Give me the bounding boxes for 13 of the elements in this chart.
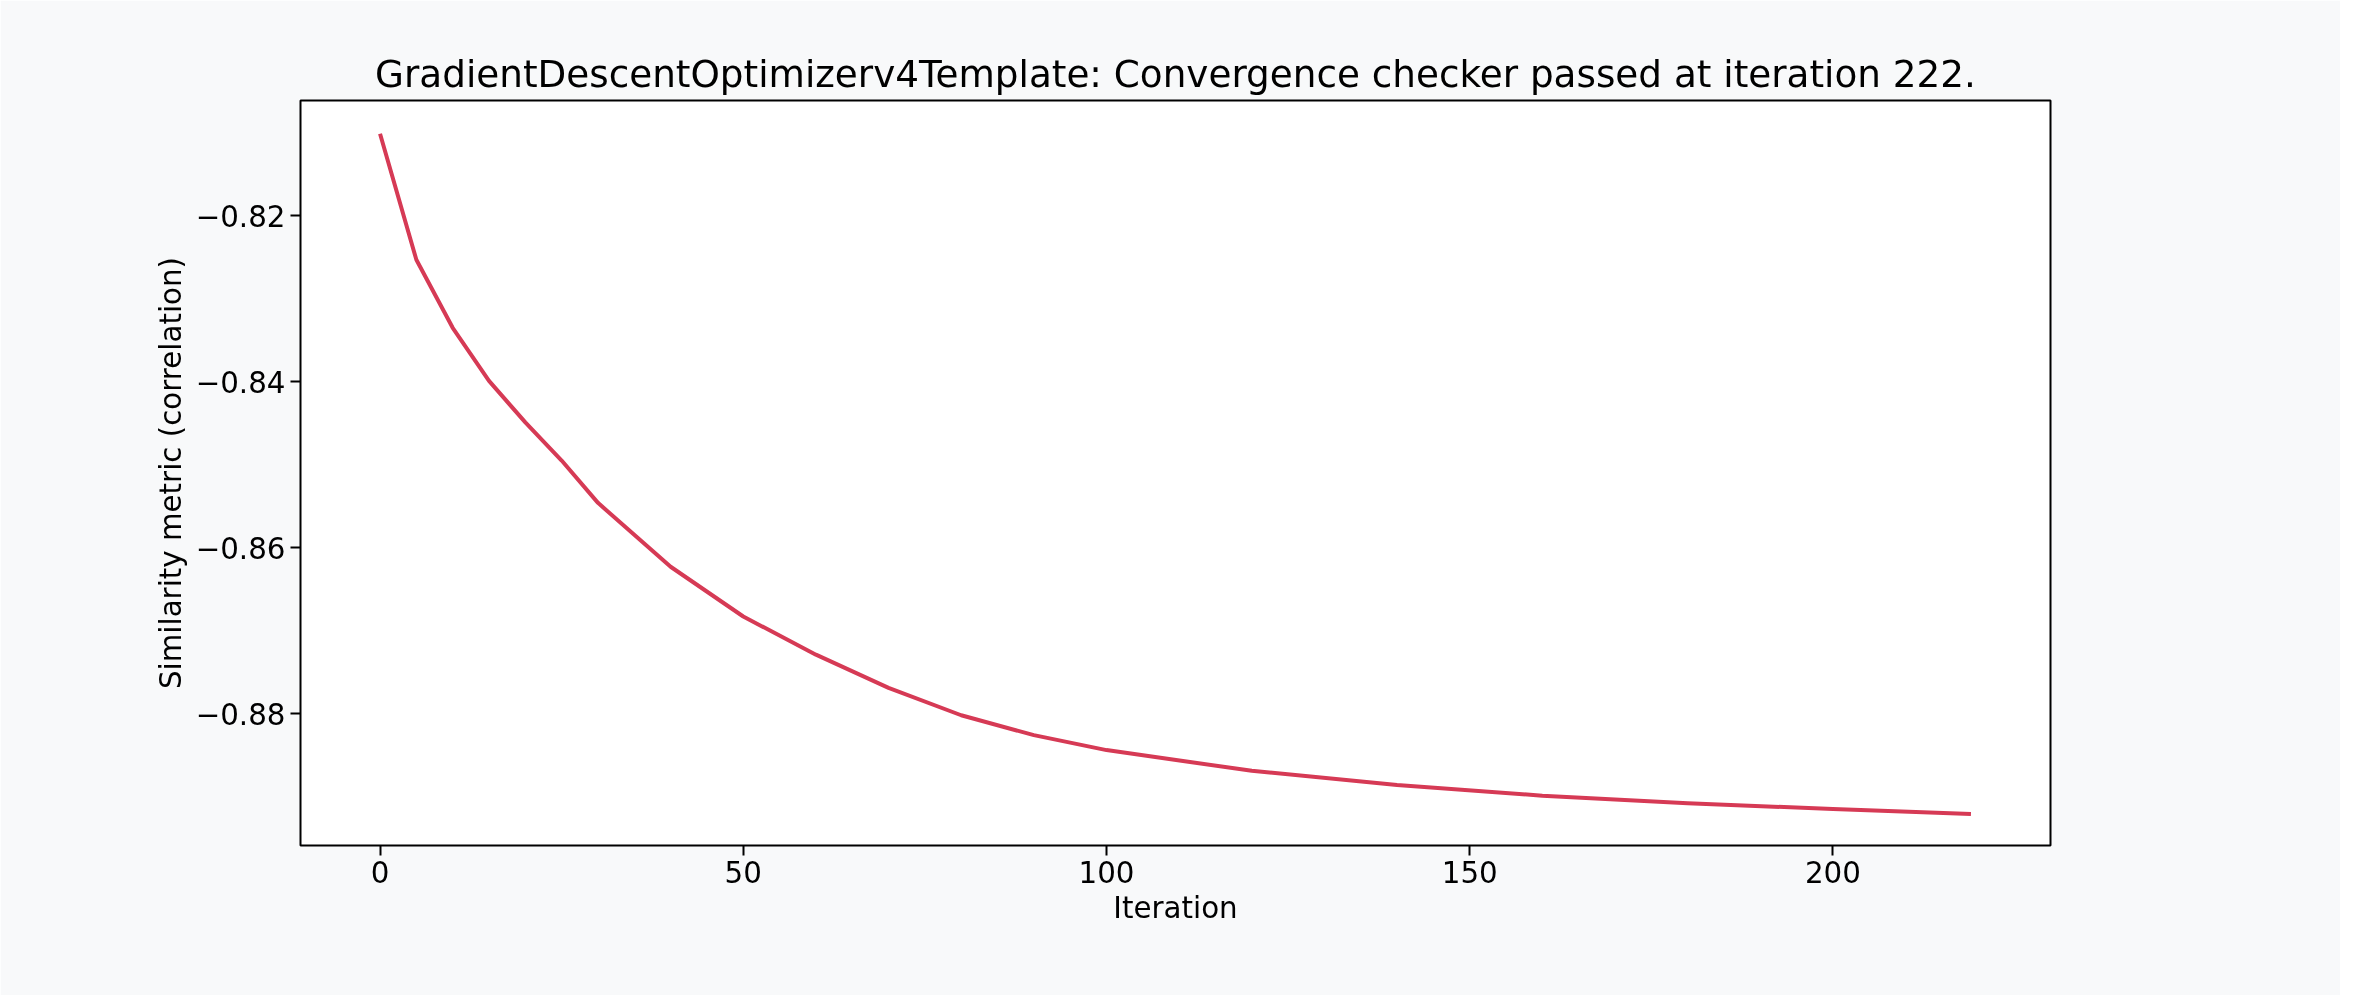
x-tick-label: 50 — [724, 855, 762, 890]
x-tick-label: 0 — [370, 855, 390, 890]
x-tick-label: 150 — [1441, 855, 1498, 890]
line-series — [378, 131, 1973, 816]
y-tick-label: −0.88 — [195, 697, 286, 732]
x-tick-label: 100 — [1078, 855, 1135, 890]
y-tick-label: −0.84 — [195, 365, 286, 400]
y-tick-label: −0.82 — [195, 199, 286, 234]
chart-title: GradientDescentOptimizerv4Template: Convergence checker passed at iteration 222. — [375, 51, 1976, 96]
x-tick-label: 200 — [1804, 855, 1861, 890]
y-axis-title: Similarity metric (correlation) — [153, 256, 188, 689]
x-axis-title: Iteration — [1113, 890, 1238, 925]
y-tick-label: −0.86 — [195, 531, 286, 566]
